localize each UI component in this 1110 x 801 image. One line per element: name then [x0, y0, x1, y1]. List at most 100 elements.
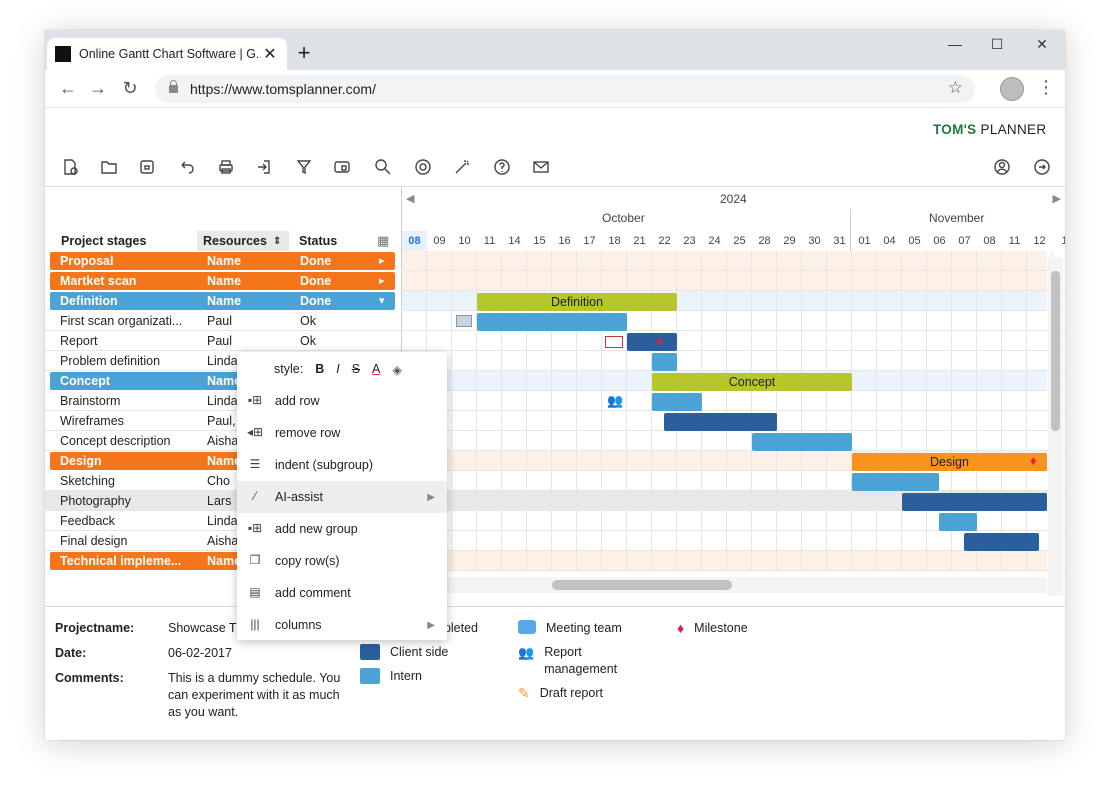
gantt-cell[interactable]: [477, 491, 502, 511]
gantt-cell[interactable]: [852, 491, 877, 511]
table-row[interactable]: Sketching Cho: [45, 471, 402, 491]
gantt-cell[interactable]: [452, 311, 477, 331]
export-icon[interactable]: [253, 156, 275, 178]
cell-stage[interactable]: Report: [60, 334, 98, 348]
gantt-cell[interactable]: [577, 531, 602, 551]
gantt-cell[interactable]: [552, 471, 577, 491]
gantt-cell[interactable]: [877, 351, 902, 371]
gantt-cell[interactable]: [777, 311, 802, 331]
projectname-value[interactable]: Showcase T: [168, 621, 237, 635]
gantt-cell[interactable]: [527, 431, 552, 451]
gantt-cell[interactable]: [527, 271, 552, 291]
group-row[interactable]: Proposal Name Done ▸: [45, 251, 402, 271]
bar-first-scan[interactable]: [477, 313, 627, 331]
gantt-cell[interactable]: [1002, 331, 1027, 351]
gantt-cell[interactable]: [952, 311, 977, 331]
chart-scroll-right-icon[interactable]: ▶: [1052, 193, 1061, 205]
gantt-cell[interactable]: [677, 311, 702, 331]
bar-photography[interactable]: [902, 493, 1047, 511]
cell-resource[interactable]: Paul: [207, 334, 233, 348]
gantt-cell[interactable]: [877, 431, 902, 451]
vertical-scroll-thumb[interactable]: [1051, 271, 1060, 431]
gantt-cell[interactable]: [952, 291, 977, 311]
gantt-cell[interactable]: [477, 531, 502, 551]
gantt-cell[interactable]: [627, 511, 652, 531]
gantt-cell[interactable]: [827, 331, 852, 351]
gantt-cell[interactable]: [877, 371, 902, 391]
gantt-cell[interactable]: [652, 271, 677, 291]
gantt-cell[interactable]: [927, 291, 952, 311]
gantt-cell[interactable]: [1002, 391, 1027, 411]
gantt-cell[interactable]: [827, 491, 852, 511]
bar-feedback[interactable]: [939, 513, 977, 531]
gantt-cell[interactable]: [877, 311, 902, 331]
gantt-cell[interactable]: [402, 311, 427, 331]
gantt-cell[interactable]: [952, 391, 977, 411]
gantt-cell[interactable]: [777, 471, 802, 491]
gantt-cell[interactable]: [577, 551, 602, 571]
gantt-cell[interactable]: [927, 471, 952, 491]
gantt-cell[interactable]: [977, 331, 1002, 351]
cell-stage[interactable]: Martket scan: [60, 274, 137, 288]
gantt-cell[interactable]: [827, 411, 852, 431]
gantt-cell[interactable]: [452, 451, 477, 471]
italic-button[interactable]: I: [336, 362, 340, 376]
gantt-cell[interactable]: [802, 271, 827, 291]
menu-copy-rows[interactable]: ❐ copy row(s): [237, 545, 447, 577]
gantt-cell[interactable]: [877, 271, 902, 291]
gantt-cell[interactable]: [427, 311, 452, 331]
gantt-cell[interactable]: [552, 411, 577, 431]
gantt-cell[interactable]: [977, 251, 1002, 271]
gantt-cell[interactable]: [452, 331, 477, 351]
gantt-cell[interactable]: [602, 451, 627, 471]
gantt-cell[interactable]: [477, 331, 502, 351]
gantt-cell[interactable]: [777, 511, 802, 531]
gantt-cell[interactable]: [702, 431, 727, 451]
day-header[interactable]: 15: [533, 235, 546, 247]
day-header[interactable]: 31: [833, 235, 846, 247]
gantt-cell[interactable]: [927, 531, 952, 551]
table-row[interactable]: Brainstorm Linda: [45, 391, 402, 411]
group-expand-icon[interactable]: ▾: [379, 295, 385, 307]
gantt-cell[interactable]: [602, 371, 627, 391]
gantt-cell[interactable]: [602, 411, 627, 431]
cell-stage[interactable]: Photography: [60, 494, 131, 508]
gantt-cell[interactable]: [752, 491, 777, 511]
gantt-cell[interactable]: [677, 531, 702, 551]
day-header[interactable]: 10: [458, 235, 471, 247]
gantt-cell[interactable]: [477, 371, 502, 391]
gantt-cell[interactable]: [777, 271, 802, 291]
gantt-cell[interactable]: [902, 311, 927, 331]
gantt-cell[interactable]: [977, 471, 1002, 491]
gantt-cell[interactable]: [502, 371, 527, 391]
gantt-cell[interactable]: [727, 311, 752, 331]
gantt-cell[interactable]: [577, 251, 602, 271]
gantt-cell[interactable]: [1002, 351, 1027, 371]
cell-status[interactable]: Done: [300, 254, 332, 268]
gantt-cell[interactable]: [827, 551, 852, 571]
gantt-cell[interactable]: [477, 411, 502, 431]
day-header[interactable]: 23: [683, 235, 696, 247]
gantt-cell[interactable]: [577, 331, 602, 351]
chart-scroll-left-icon[interactable]: ◀: [406, 193, 415, 205]
gantt-cell[interactable]: [927, 311, 952, 331]
gantt-cell[interactable]: [802, 331, 827, 351]
gantt-cell[interactable]: [977, 551, 1002, 571]
gantt-cell[interactable]: [502, 511, 527, 531]
gantt-cell[interactable]: [927, 551, 952, 571]
gantt-cell[interactable]: [952, 411, 977, 431]
gantt-cell[interactable]: [777, 331, 802, 351]
bar-concept-description[interactable]: [752, 433, 852, 451]
account-icon[interactable]: [991, 156, 1013, 178]
gantt-cell[interactable]: [552, 431, 577, 451]
gantt-cell[interactable]: [777, 411, 802, 431]
gantt-cell[interactable]: [527, 391, 552, 411]
gantt-cell[interactable]: [702, 451, 727, 471]
menu-indent[interactable]: ☰ indent (subgroup): [237, 449, 447, 481]
mail-icon[interactable]: [530, 156, 552, 178]
gantt-cell[interactable]: [802, 491, 827, 511]
gantt-cell[interactable]: [702, 391, 727, 411]
gantt-cell[interactable]: [1002, 291, 1027, 311]
bar-problem-definition[interactable]: [652, 353, 677, 371]
gantt-cell[interactable]: [902, 331, 927, 351]
